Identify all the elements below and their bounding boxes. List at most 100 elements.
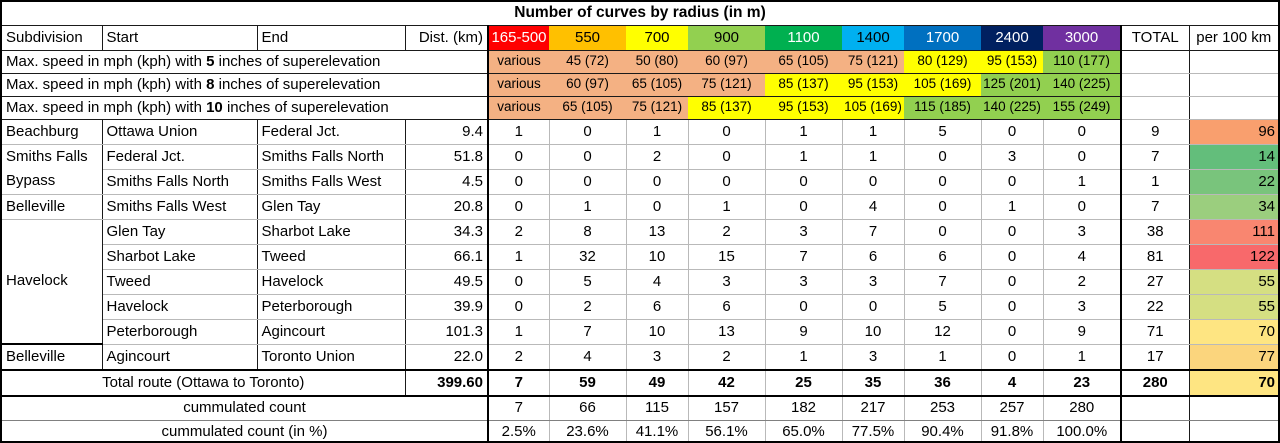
- total-route-per-100km: 70: [1189, 369, 1278, 397]
- cell-cumulated-value: 41.1%: [626, 420, 689, 441]
- cell-dist: 22.0: [405, 344, 489, 371]
- cell-count: 1: [488, 244, 550, 270]
- cell-count: 10: [842, 319, 905, 345]
- cell-count: 10: [626, 319, 689, 345]
- segment-row: Belleville Agincourt Toronto Union 22.0 2 4 3 2…: [2, 344, 1278, 371]
- cell-count: 1: [488, 319, 550, 345]
- cell-end: Sharbot Lake: [257, 219, 406, 245]
- cell-dist: 49.5: [405, 269, 489, 295]
- cell-count: 6: [626, 294, 689, 320]
- cell-count: 0: [765, 194, 843, 220]
- cell-max-speed: 85 (137): [765, 73, 842, 97]
- cell-cumulated-value: 77.5%: [842, 420, 905, 441]
- cell-count: 2: [626, 144, 689, 170]
- cell-dist: 101.3: [405, 319, 489, 345]
- col-header-start: Start: [102, 25, 258, 51]
- cell-count: 0: [904, 169, 982, 195]
- cell-end: Havelock: [257, 269, 406, 295]
- cell-count: 1: [765, 144, 843, 170]
- cell-count: 0: [904, 144, 982, 170]
- cell-dist: 9.4: [405, 119, 489, 145]
- cell-total: 71: [1121, 319, 1190, 345]
- cell-count: 8: [549, 219, 627, 245]
- cell-count: 1: [981, 194, 1044, 220]
- cell-max-speed: 60 (97): [688, 50, 765, 74]
- cell-max-speed: various: [488, 96, 549, 120]
- cell-count: 13: [626, 219, 689, 245]
- cell-start: Havelock: [102, 294, 258, 320]
- col-header-dist: Dist. (km): [405, 25, 489, 51]
- cell-count: 0: [688, 169, 766, 195]
- cell-count: 0: [765, 169, 843, 195]
- cell-subdivision: Beachburg: [2, 119, 103, 145]
- cumulated-percent-row: cummulated count (in %) 2.5% 23.6% 41.1% 56.…: [2, 420, 1278, 441]
- cell-cumulated-value: 257: [981, 396, 1044, 421]
- cell-count: 13: [688, 319, 766, 345]
- cell-per-100km-empty: [1189, 420, 1278, 441]
- superelevation-label: Max. speed in mph (kph) with 8 inches of…: [2, 73, 489, 97]
- col-header-end: End: [257, 25, 406, 51]
- total-route-count: 25: [765, 369, 843, 397]
- cell-per-100km: 55: [1189, 269, 1278, 295]
- cell-count: 6: [688, 294, 766, 320]
- cell-cumulated-value: 2.5%: [488, 420, 550, 441]
- cell-max-speed: various: [488, 73, 549, 97]
- cell-count: 1: [488, 119, 550, 145]
- cell-max-speed: various: [488, 50, 549, 74]
- cell-count: 0: [842, 294, 905, 320]
- superelevation-label: Max. speed in mph (kph) with 5 inches of…: [2, 50, 489, 74]
- cell-count: 0: [981, 294, 1044, 320]
- cell-per-100km: 122: [1189, 244, 1278, 270]
- cell-end: Federal Jct.: [257, 119, 406, 145]
- cell-count: 0: [981, 319, 1044, 345]
- cell-per-100km-empty: [1189, 96, 1278, 120]
- cell-count: 1: [765, 119, 843, 145]
- cell-max-speed: 115 (185): [904, 96, 981, 120]
- cell-end: Glen Tay: [257, 194, 406, 220]
- cell-count: 7: [904, 269, 982, 295]
- col-header-per-100km: per 100 km: [1189, 25, 1278, 51]
- superelevation-label-suffix: inches of superelevation: [214, 75, 381, 93]
- total-route-count: 7: [488, 369, 550, 397]
- cell-count: 6: [842, 244, 905, 270]
- cell-count: 3: [1043, 219, 1122, 245]
- total-route-label: Total route (Ottawa to Toronto): [2, 369, 406, 397]
- cell-cumulated-value: 100.0%: [1043, 420, 1122, 441]
- cell-count: 0: [488, 169, 550, 195]
- cell-total: 9: [1121, 119, 1190, 145]
- cell-dist: 4.5: [405, 169, 489, 195]
- cell-count: 7: [549, 319, 627, 345]
- cell-max-speed: 75 (121): [626, 96, 688, 120]
- cell-count: 1: [1043, 344, 1122, 371]
- segment-row: Peterborough Agincourt 101.3 1 7 10 13 9 10 12 0 9 7…: [2, 319, 1278, 345]
- cell-cumulated-value: 253: [904, 396, 982, 421]
- cell-per-100km-empty: [1189, 73, 1278, 97]
- cell-per-100km: 77: [1189, 344, 1278, 371]
- cell-count: 0: [488, 144, 550, 170]
- cell-count: 4: [626, 269, 689, 295]
- cell-end: Smiths Falls West: [257, 169, 406, 195]
- cell-end: Agincourt: [257, 319, 406, 345]
- cell-count: 0: [549, 119, 627, 145]
- cell-count: 2: [549, 294, 627, 320]
- cell-max-speed: 60 (97): [549, 73, 626, 97]
- cell-count: 0: [981, 344, 1044, 371]
- cell-max-speed: 105 (169): [842, 96, 904, 120]
- cell-count: 3: [842, 269, 905, 295]
- cell-count: 9: [765, 319, 843, 345]
- table-title: Number of curves by radius (in m): [2, 2, 1278, 26]
- cell-total-empty: [1121, 420, 1190, 441]
- cell-count: 2: [688, 219, 766, 245]
- cell-max-speed: 95 (153): [765, 96, 842, 120]
- cell-max-speed: 95 (153): [842, 73, 904, 97]
- cell-cumulated-value: 90.4%: [904, 420, 982, 441]
- col-header-radius: 2400: [981, 25, 1043, 51]
- cumulated-percent-row-label: cummulated count (in %): [2, 420, 489, 441]
- cell-count: 7: [765, 244, 843, 270]
- cell-count: 0: [904, 219, 982, 245]
- cell-per-100km: 22: [1189, 169, 1278, 195]
- cell-count: 0: [626, 194, 689, 220]
- cell-count: 1: [549, 194, 627, 220]
